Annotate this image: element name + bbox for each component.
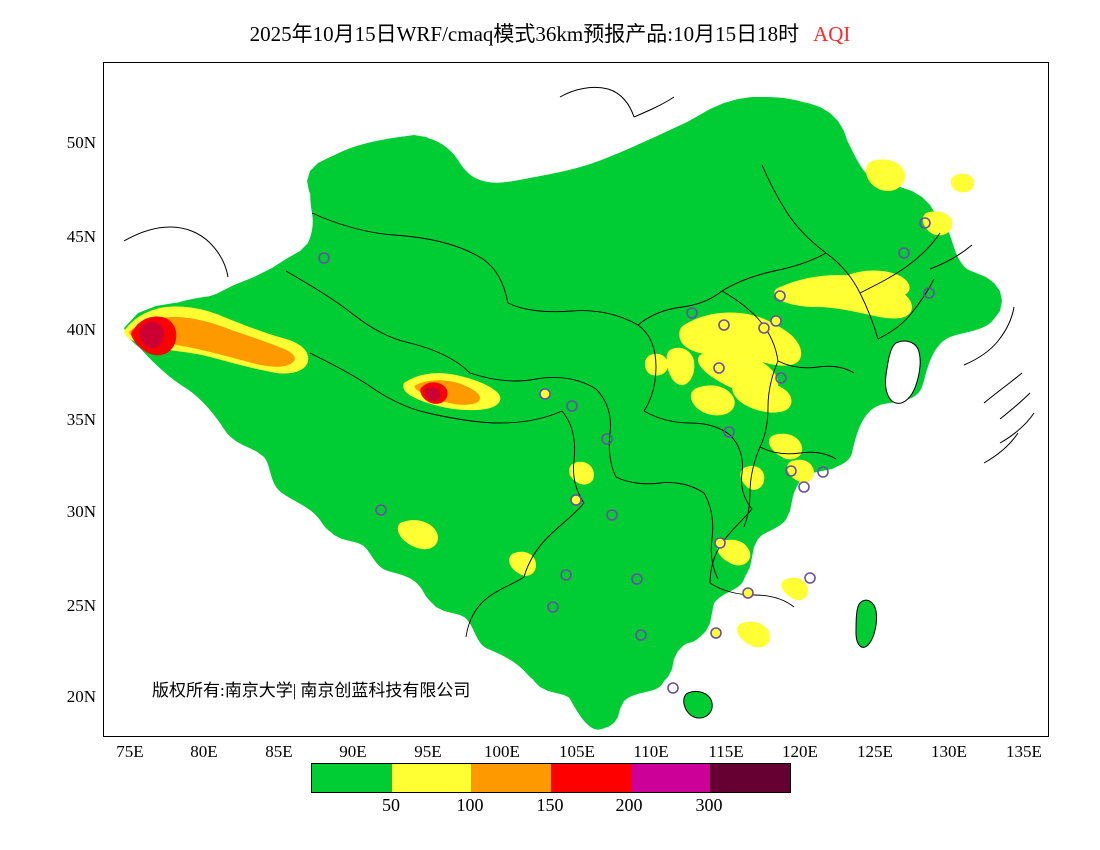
hotspot-tibet-yellow xyxy=(397,520,439,550)
x-tick-120E: 120E xyxy=(782,742,818,761)
copyright-notice: 版权所有:南京大学| 南京创蓝科技有限公司 xyxy=(152,681,471,700)
colorbar-swatch-0-50 xyxy=(312,764,392,792)
x-tick-105E: 105E xyxy=(559,742,595,761)
page-title: 2025年10月15日WRF/cmaq模式36km预报产品:10月15日18时 A… xyxy=(0,18,1100,48)
colorbar-swatch-150-200 xyxy=(551,764,631,792)
hotspot-hunan-yellow xyxy=(716,539,751,566)
colorbar-swatch-200-300 xyxy=(630,764,711,792)
city-station-markers xyxy=(318,217,935,694)
aqi-map-plot xyxy=(103,62,1049,737)
colorbar-label-200: 200 xyxy=(615,795,643,815)
y-tick-20N: 20N xyxy=(66,687,96,706)
title-text: 2025年10月15日WRF/cmaq模式36km预报产品:10月15日18时 xyxy=(249,22,800,46)
hotspot-guangdong-yellow xyxy=(736,621,771,648)
japan-islands xyxy=(983,372,1031,420)
hotspot-heilongjiang-yellow xyxy=(866,159,906,191)
x-tick-80E: 80E xyxy=(190,742,218,761)
taiwan-island xyxy=(855,599,877,648)
china-outline-fill xyxy=(126,97,998,730)
hotspot-fujian-yellow xyxy=(781,577,808,601)
x-tick-75E: 75E xyxy=(116,742,144,761)
colorbar-label-100: 100 xyxy=(456,795,484,815)
hotspot-ne-small1 xyxy=(950,173,975,193)
aqi-colorbar xyxy=(311,763,791,793)
y-tick-45N: 45N xyxy=(66,227,96,246)
colorbar-swatch-300plus xyxy=(710,764,791,792)
y-tick-25N: 25N xyxy=(66,596,96,615)
hotspot-sichuan-yellow xyxy=(569,461,594,485)
y-tick-35N: 35N xyxy=(66,410,96,429)
x-tick-90E: 90E xyxy=(339,742,367,761)
x-tick-95E: 95E xyxy=(414,742,442,761)
hainan-island xyxy=(683,690,713,719)
colorbar-label-50: 50 xyxy=(382,795,400,815)
x-tick-125E: 125E xyxy=(857,742,893,761)
hotspot-heilongjiang2-yellow xyxy=(922,211,953,236)
korea-peninsula xyxy=(885,340,921,404)
hotspot-anhui-yellow xyxy=(740,465,765,490)
hotspot-zhejiang-yellow xyxy=(787,459,814,483)
x-tick-130E: 130E xyxy=(931,742,967,761)
x-tick-115E: 115E xyxy=(708,742,744,761)
y-tick-50N: 50N xyxy=(66,133,96,152)
x-tick-85E: 85E xyxy=(265,742,293,761)
colorbar-swatch-100-150 xyxy=(471,764,552,792)
hotspot-yunnan-yellow xyxy=(509,551,536,576)
map-svg xyxy=(123,86,1035,730)
hotspot-neimenggu-yellow xyxy=(644,353,668,376)
colorbar-label-300: 300 xyxy=(695,795,723,815)
y-tick-40N: 40N xyxy=(66,320,96,339)
title-metric: AQI xyxy=(813,22,851,46)
hotspot-shandong-yellow xyxy=(732,379,792,413)
hotspot-henan-yellow xyxy=(690,385,735,416)
x-tick-135E: 135E xyxy=(1006,742,1042,761)
y-tick-30N: 30N xyxy=(66,502,96,521)
colorbar-swatch-50-100 xyxy=(391,764,472,792)
x-tick-100E: 100E xyxy=(484,742,520,761)
colorbar-label-150: 150 xyxy=(536,795,564,815)
x-tick-110E: 110E xyxy=(633,742,669,761)
province-boundaries xyxy=(285,164,941,638)
hotspot-shanxi-yellow xyxy=(666,347,695,385)
hotspot-xinjiang-deep xyxy=(139,321,165,349)
coastlines-extra xyxy=(123,86,1035,464)
hotspot-qinghai-deep xyxy=(425,386,441,402)
